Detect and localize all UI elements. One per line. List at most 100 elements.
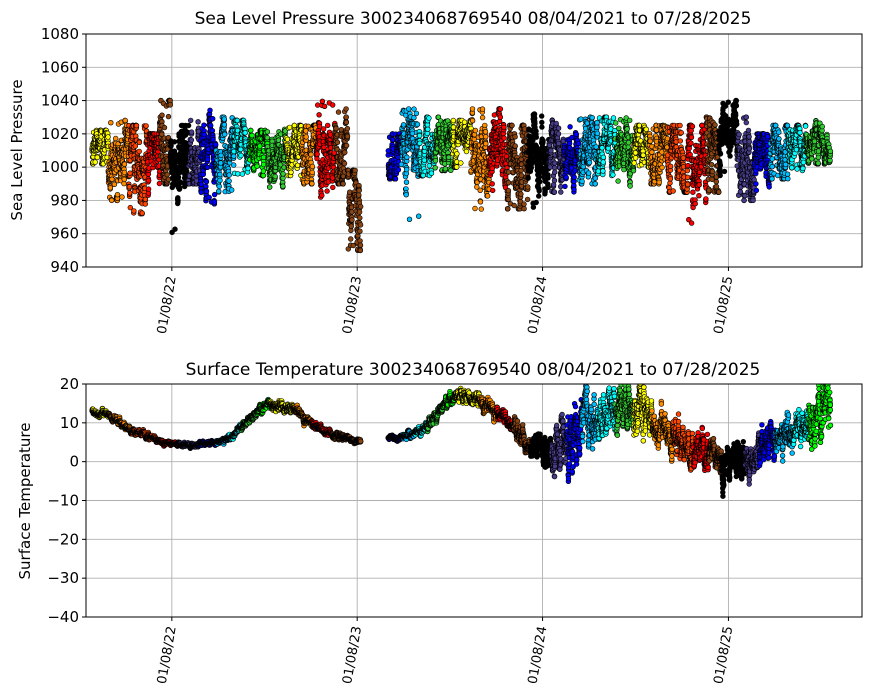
data-point (482, 122, 488, 129)
data-point (477, 199, 484, 205)
data-point (321, 103, 328, 110)
data-point (208, 122, 214, 129)
data-point (539, 119, 545, 126)
data-point (177, 185, 183, 192)
data-point (612, 120, 619, 126)
data-point (280, 183, 286, 189)
data-point (207, 107, 213, 114)
data-point (578, 116, 584, 122)
data-point (490, 187, 496, 194)
data-point (316, 112, 322, 118)
data-point (594, 119, 600, 126)
data-point (136, 139, 143, 146)
data-point (159, 112, 165, 118)
data-point (566, 140, 573, 147)
data-point (344, 125, 351, 132)
data-point (260, 172, 266, 179)
data-point (610, 115, 617, 121)
data-point (195, 119, 201, 125)
data-point (133, 122, 140, 129)
data-point (558, 189, 564, 195)
data-point (260, 168, 267, 174)
data-point (483, 134, 489, 140)
data-point (511, 202, 517, 209)
data-point (454, 151, 460, 157)
data-point (357, 215, 363, 221)
data-point (333, 125, 339, 132)
data-point (122, 117, 128, 124)
data-point (551, 169, 558, 175)
data-point (579, 178, 585, 185)
data-point (472, 205, 478, 212)
data-points (89, 97, 834, 254)
data-point (395, 167, 402, 173)
data-point (340, 181, 346, 187)
chart-title: Sea Level Pressure 300234068769540 08/04… (195, 9, 752, 29)
data-point (482, 129, 489, 135)
data-point (348, 223, 354, 229)
data-point (211, 199, 218, 205)
data-point (348, 236, 354, 242)
data-point (413, 110, 420, 117)
data-point (309, 169, 315, 176)
data-point (479, 106, 486, 112)
y-axis-label: Sea Level Pressure (8, 79, 26, 220)
data-point (505, 196, 511, 203)
data-point (551, 189, 558, 195)
data-point (539, 124, 545, 130)
data-point (146, 177, 152, 184)
data-point (231, 153, 237, 159)
data-point (139, 210, 145, 216)
data-point (267, 184, 273, 190)
data-point (226, 172, 232, 178)
data-point (357, 222, 364, 228)
data-point (203, 183, 209, 190)
data-point (171, 139, 178, 145)
data-point (239, 171, 246, 177)
data-point (518, 191, 524, 197)
data-point (210, 115, 216, 122)
data-point (309, 163, 316, 170)
data-point (616, 125, 622, 132)
data-point (201, 122, 207, 128)
data-point (501, 135, 507, 141)
data-point (221, 122, 228, 128)
data-point (341, 160, 348, 167)
data-point (403, 192, 409, 198)
data-point (234, 117, 241, 124)
data-point (463, 148, 470, 155)
data-point (450, 117, 456, 124)
data-point (599, 145, 605, 151)
data-point (592, 175, 598, 181)
data-point (221, 116, 228, 122)
data-point (167, 102, 174, 108)
data-point (216, 183, 222, 190)
data-point (342, 149, 348, 156)
data-point (119, 194, 125, 200)
data-point (156, 180, 163, 187)
data-point (242, 130, 248, 136)
data-point (185, 122, 192, 129)
data-point (309, 180, 315, 187)
data-point (235, 171, 241, 177)
data-point (505, 169, 512, 175)
data-point (201, 131, 208, 138)
data-point (121, 169, 128, 176)
data-point (254, 163, 260, 169)
data-point (555, 140, 562, 147)
data-point (188, 117, 194, 124)
data-point (512, 134, 518, 140)
data-point (143, 123, 149, 129)
data-point (127, 204, 134, 211)
data-point (319, 192, 325, 199)
data-point (356, 192, 362, 198)
data-point (478, 206, 484, 212)
data-point (594, 124, 600, 131)
data-point (161, 124, 168, 131)
data-point (92, 159, 98, 165)
data-point (400, 122, 407, 128)
data-point (121, 176, 128, 183)
data-point (432, 165, 438, 171)
data-point (344, 133, 351, 140)
data-point (112, 135, 119, 142)
